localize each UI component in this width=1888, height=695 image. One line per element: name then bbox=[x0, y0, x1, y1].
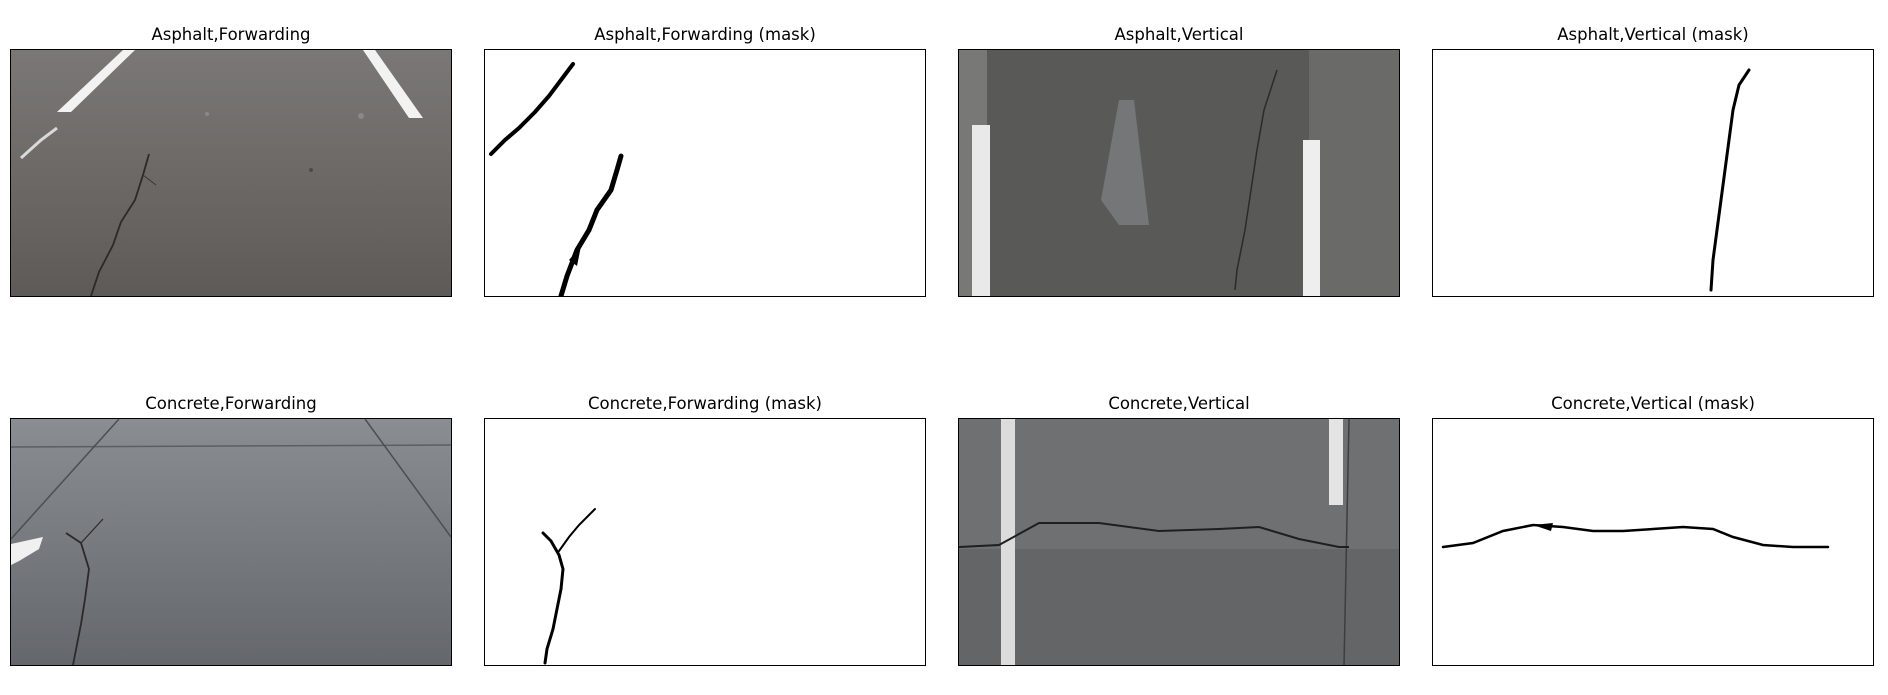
panel-title: Concrete,Vertical (mask) bbox=[1551, 394, 1755, 413]
road-photo bbox=[10, 418, 452, 666]
road-photo bbox=[10, 49, 452, 297]
panel-title: Concrete,Forwarding (mask) bbox=[588, 394, 822, 413]
panel-title: Asphalt,Vertical bbox=[1114, 25, 1244, 44]
panel-title: Asphalt,Forwarding (mask) bbox=[594, 25, 816, 44]
crack-mask bbox=[484, 49, 926, 297]
crack-mask bbox=[1432, 418, 1874, 666]
crack-mask bbox=[1432, 49, 1874, 297]
panel-title: Asphalt,Forwarding bbox=[151, 25, 311, 44]
panel-title: Asphalt,Vertical (mask) bbox=[1557, 25, 1749, 44]
road-photo bbox=[958, 418, 1400, 666]
panel-title: Concrete,Forwarding bbox=[145, 394, 317, 413]
road-photo bbox=[958, 49, 1400, 297]
panel-title: Concrete,Vertical bbox=[1108, 394, 1250, 413]
crack-mask bbox=[484, 418, 926, 666]
